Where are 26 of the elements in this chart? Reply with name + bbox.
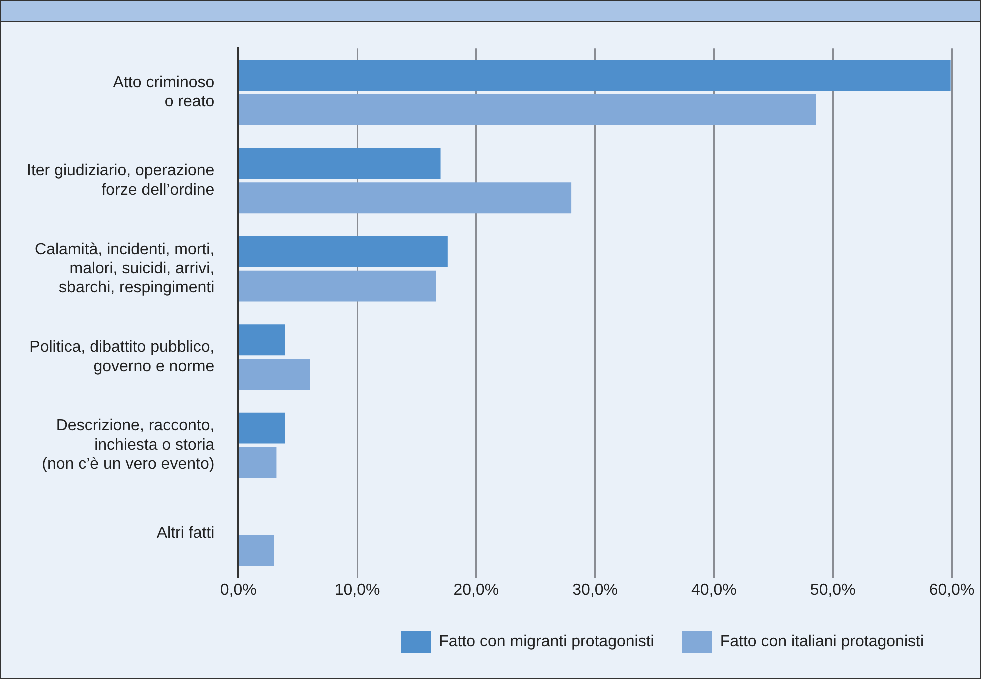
bar <box>239 324 286 356</box>
y-tick-label: Calamità, incidenti, morti, malori, suicidi, arrivi, sbarchi, respingimenti <box>35 241 215 297</box>
bar <box>239 535 274 566</box>
legend-label: Fatto con italiani protagonisti <box>720 633 924 650</box>
x-tick-label: 50,0% <box>810 582 856 599</box>
bar <box>239 94 816 126</box>
x-tick-label: 30,0% <box>572 582 618 599</box>
bar <box>239 412 286 444</box>
x-tick-label: 0,0% <box>220 582 257 599</box>
legend-label: Fatto con migranti protagonisti <box>439 633 654 650</box>
bar <box>239 270 436 302</box>
y-tick-label: Iter giudiziario, operazione forze dell’ordine <box>26 162 215 199</box>
bar <box>239 148 441 180</box>
bar <box>239 182 572 214</box>
x-tick-label: 40,0% <box>692 582 737 599</box>
y-tick-label: Atto criminoso o reato <box>113 74 215 111</box>
bar <box>239 60 951 91</box>
x-tick-label: 20,0% <box>454 582 500 599</box>
y-tick-label: Politica, dibattito pubblico, governo e norme <box>30 339 215 376</box>
bar <box>239 447 277 478</box>
y-tick-label: Altri fatti <box>156 525 215 542</box>
y-tick-label: Descrizione, racconto, inchiesta o storia (non c’è un vero evento) <box>42 418 215 474</box>
x-tick-label: 10,0% <box>334 582 380 599</box>
bar <box>239 236 448 268</box>
x-tick-label: 60,0% <box>929 582 975 599</box>
bar <box>239 359 310 390</box>
